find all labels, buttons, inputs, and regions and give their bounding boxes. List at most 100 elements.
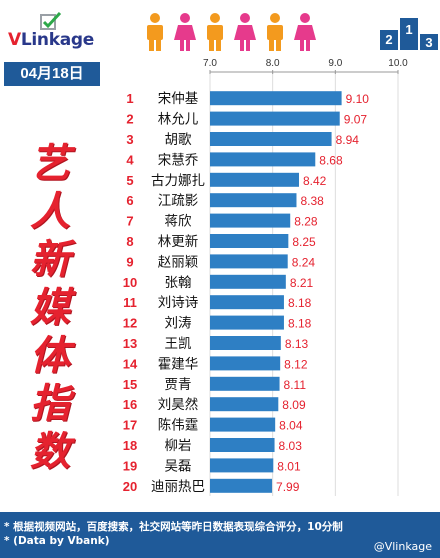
side-title-char: 指 (30, 381, 70, 427)
person-icon (294, 13, 316, 51)
rank-label: 12 (123, 316, 137, 331)
rank-label: 8 (126, 234, 133, 249)
bar (210, 478, 273, 493)
value-label: 8.03 (279, 439, 303, 453)
rank-label: 14 (123, 356, 138, 371)
bar (210, 356, 281, 371)
value-label: 9.10 (346, 92, 370, 106)
bar (210, 234, 289, 248)
svg-text:2: 2 (385, 32, 392, 47)
person-icon (207, 13, 223, 51)
rank-label: 11 (123, 295, 137, 310)
footer-source: * (Data by Vbank) (4, 535, 110, 547)
rank-label: 19 (123, 458, 137, 473)
person-icon (174, 13, 196, 51)
name-label: 蒋欣 (165, 214, 192, 230)
bar (210, 458, 274, 473)
tick-label: 9.0 (328, 58, 342, 69)
name-label: 胡歌 (165, 132, 192, 148)
rank-label: 5 (126, 173, 133, 188)
value-label: 8.04 (279, 419, 303, 433)
logo: VLinkage (8, 12, 112, 52)
logo-text: VLinkage (8, 30, 94, 50)
name-label: 赵丽颖 (158, 254, 199, 270)
name-label: 迪丽热巴 (151, 479, 205, 495)
rank-label: 7 (126, 214, 133, 229)
side-title-char: 艺 (30, 141, 70, 187)
bar (210, 295, 284, 310)
podium-icon: 2 1 3 (380, 18, 438, 50)
bar (210, 254, 288, 269)
name-label: 林更新 (158, 234, 199, 250)
side-title-char: 数 (30, 429, 70, 475)
name-label: 陈伟霆 (158, 417, 199, 434)
tick-label: 8.0 (266, 58, 280, 69)
side-title-char: 人 (30, 189, 70, 235)
side-title-char: 媒 (30, 285, 70, 331)
value-label: 8.25 (292, 235, 316, 249)
rank-label: 20 (123, 479, 137, 494)
name-label: 林允儿 (158, 112, 199, 128)
date-badge: 04月18日 (4, 62, 100, 86)
bar (210, 336, 281, 350)
bar-chart: 7.0 8.0 9.0 10.0 1 宋仲基 9.10 2 林允儿 9.07 3 胡歌 8.94 4 宋慧乔… (123, 58, 408, 496)
bar (210, 315, 284, 330)
side-title-char: 新 (30, 237, 70, 283)
name-label: 古力娜扎 (151, 173, 205, 189)
value-label: 8.13 (285, 337, 309, 351)
name-label: 宋仲基 (158, 90, 199, 107)
bar (210, 91, 342, 106)
name-label: 刘涛 (165, 316, 192, 332)
rank-label: 6 (126, 193, 133, 208)
value-label: 8.11 (284, 378, 307, 392)
bar (210, 376, 280, 391)
side-title-char: 体 (30, 333, 70, 379)
rank-label: 1 (126, 91, 133, 106)
bar (210, 193, 297, 208)
rank-label: 13 (123, 336, 137, 351)
value-label: 8.68 (319, 153, 343, 167)
footer-credit: @Vlinkage (373, 540, 432, 553)
value-label: 8.28 (294, 215, 318, 229)
value-label: 8.18 (288, 317, 312, 331)
bar (210, 397, 279, 412)
rank-label: 10 (123, 275, 137, 290)
logo-check-icon (40, 12, 62, 30)
logo-rest: Linkage (20, 30, 94, 50)
name-label: 王凯 (165, 336, 192, 352)
name-label: 江疏影 (158, 193, 199, 209)
name-label: 宋慧乔 (158, 152, 199, 168)
value-label: 8.38 (300, 194, 324, 208)
bar (210, 152, 316, 167)
rank-label: 2 (126, 112, 133, 127)
value-label: 8.12 (284, 357, 308, 371)
name-label: 霍建华 (158, 356, 199, 372)
value-label: 8.18 (288, 296, 312, 310)
footer-note: * 根据视频网站，百度搜索，社交网站等昨日数据表现综合评分，10分制 (4, 521, 343, 533)
name-label: 贾青 (165, 377, 192, 393)
value-label: 9.07 (344, 113, 368, 127)
bar (210, 213, 291, 228)
svg-text:3: 3 (425, 35, 432, 50)
value-label: 8.94 (336, 133, 360, 147)
rank-label: 4 (126, 152, 134, 167)
rank-label: 15 (123, 377, 137, 392)
person-icon (147, 13, 163, 51)
rank-label: 16 (123, 397, 137, 412)
name-label: 刘诗诗 (158, 295, 199, 311)
rank-label: 9 (126, 254, 133, 269)
logo-v: V (8, 30, 21, 50)
value-label: 8.09 (282, 398, 306, 412)
value-label: 8.21 (290, 276, 314, 290)
people-row (142, 12, 360, 52)
name-label: 柳岩 (165, 438, 192, 454)
tick-label: 7.0 (203, 58, 217, 69)
bar (210, 438, 275, 452)
value-label: 8.42 (303, 174, 327, 188)
name-label: 刘昊然 (158, 396, 199, 413)
rank-label: 3 (126, 132, 133, 147)
value-label: 7.99 (276, 480, 300, 494)
bar (210, 132, 332, 146)
rank-label: 17 (123, 418, 137, 433)
name-label: 张翰 (165, 275, 192, 291)
